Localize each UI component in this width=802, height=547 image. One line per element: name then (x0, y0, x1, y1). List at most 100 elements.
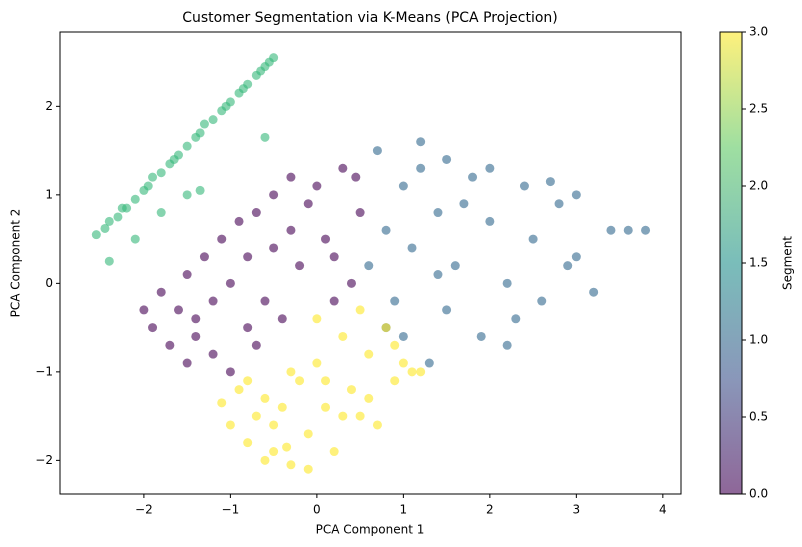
scatter-point (485, 163, 495, 173)
scatter-point (286, 367, 296, 377)
scatter-point (416, 367, 426, 377)
scatter-point (459, 199, 469, 209)
x-tick-label: 3 (573, 503, 581, 517)
scatter-point (381, 323, 391, 333)
scatter-point (143, 181, 153, 191)
scatter-point (277, 314, 287, 324)
scatter-point (442, 305, 452, 315)
scatter-point (286, 460, 296, 470)
scatter-point (269, 243, 279, 253)
x-tick-label: 1 (400, 503, 408, 517)
colorbar-tick-label: 2.5 (749, 102, 768, 116)
scatter-point (355, 305, 365, 315)
scatter-point (398, 358, 408, 368)
scatter-point (372, 146, 382, 156)
scatter-point (416, 137, 426, 147)
scatter-point (225, 367, 235, 377)
scatter-point (398, 331, 408, 341)
scatter-point (282, 442, 292, 452)
scatter-point (243, 376, 253, 386)
scatter-point (502, 340, 512, 350)
scatter-point (390, 340, 400, 350)
scatter-point (329, 296, 339, 306)
scatter-point (251, 411, 261, 421)
scatter-point (321, 234, 331, 244)
x-tick-label: −2 (135, 503, 153, 517)
scatter-point (528, 234, 538, 244)
scatter-point (130, 194, 140, 204)
scatter-point (243, 252, 253, 262)
scatter-point (571, 190, 581, 200)
scatter-point (641, 225, 651, 235)
scatter-point (381, 225, 391, 235)
scatter-point (104, 256, 114, 266)
scatter-point (554, 199, 564, 209)
colorbar-tick-label: 2.0 (749, 179, 768, 193)
x-tick-label: 4 (659, 503, 667, 517)
scatter-point (351, 172, 361, 182)
scatter-point (243, 79, 253, 89)
scatter-point (195, 128, 205, 138)
scatter-point (234, 385, 244, 395)
scatter-point (182, 358, 192, 368)
scatter-point (390, 376, 400, 386)
scatter-point (199, 119, 209, 129)
scatter-point (195, 185, 205, 195)
y-tick-label: −2 (35, 453, 53, 467)
colorbar (719, 31, 743, 495)
scatter-point (225, 278, 235, 288)
scatter-point (173, 150, 183, 160)
scatter-point (182, 141, 192, 151)
scatter-point (589, 287, 599, 297)
scatter-point (295, 261, 305, 271)
scatter-point (208, 296, 218, 306)
scatter-point (191, 314, 201, 324)
y-axis-label: PCA Component 2 (9, 209, 23, 318)
scatter-point (407, 243, 417, 253)
scatter-point (407, 367, 417, 377)
scatter-point (251, 208, 261, 218)
scatter-point (277, 402, 287, 412)
scatter-point (606, 225, 616, 235)
scatter-point (312, 181, 322, 191)
colorbar-tick-label: 0.5 (749, 410, 768, 424)
scatter-point (234, 216, 244, 226)
scatter-point (321, 402, 331, 412)
colorbar-tick-label: 1.5 (749, 256, 768, 270)
scatter-point (442, 154, 452, 164)
y-tick-label: 0 (45, 276, 53, 290)
scatter-point (519, 181, 529, 191)
scatter-point (148, 323, 158, 333)
scatter-point (217, 234, 227, 244)
scatter-point (113, 212, 123, 222)
scatter-point (269, 190, 279, 200)
scatter-point (390, 296, 400, 306)
scatter-point (398, 181, 408, 191)
x-tick-label: 2 (486, 503, 494, 517)
scatter-point (208, 115, 218, 125)
scatter-point (416, 163, 426, 173)
y-tick-label: 2 (45, 99, 53, 113)
scatter-point (623, 225, 633, 235)
colorbar-tick-label: 1.0 (749, 333, 768, 347)
scatter-point (208, 349, 218, 359)
scatter-point (104, 216, 114, 226)
scatter-point (433, 270, 443, 280)
scatter-point (100, 223, 110, 233)
scatter-point (485, 216, 495, 226)
scatter-point (312, 314, 322, 324)
scatter-point (346, 278, 356, 288)
scatter-point (303, 429, 313, 439)
scatter-point (502, 278, 512, 288)
scatter-point (217, 398, 227, 408)
scatter-point (295, 376, 305, 386)
scatter-point (303, 464, 313, 474)
scatter-point (338, 411, 348, 421)
colorbar-label: Segment (781, 236, 795, 290)
x-axis-label: PCA Component 1 (316, 523, 425, 537)
scatter-point (199, 252, 209, 262)
scatter-point (225, 97, 235, 107)
scatter-point (173, 305, 183, 315)
